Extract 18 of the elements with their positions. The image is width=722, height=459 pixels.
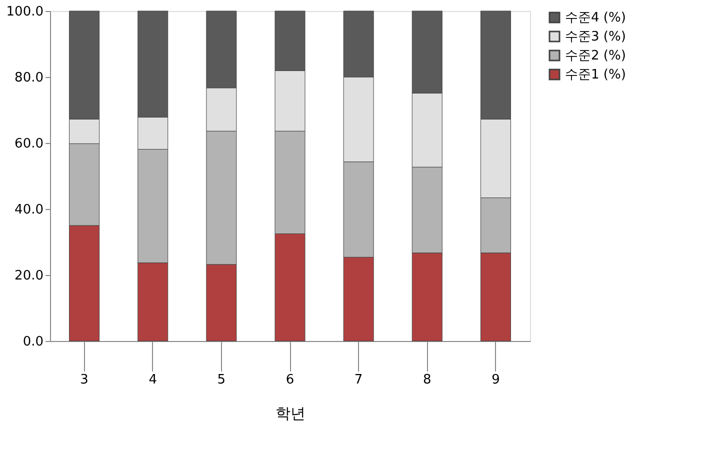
legend-label: 수준4 (%) bbox=[565, 10, 626, 26]
legend-label: 수준1 (%) bbox=[565, 68, 626, 82]
y-tick-label: 80.0 bbox=[14, 70, 44, 86]
x-axis-title: 학년 bbox=[276, 404, 306, 422]
y-tick-label: 0.0 bbox=[22, 334, 44, 350]
x-tick-label: 7 bbox=[354, 372, 363, 388]
legend-label: 수준2 (%) bbox=[565, 48, 626, 64]
y-tick-label: 60.0 bbox=[14, 136, 44, 152]
y-tick-label: 20.0 bbox=[14, 268, 44, 284]
x-tick-label: 9 bbox=[492, 372, 500, 388]
x-tick-label: 5 bbox=[217, 372, 226, 388]
y-tick-label: 100.0 bbox=[6, 4, 44, 20]
x-tick-label: 8 bbox=[423, 372, 432, 388]
x-tick-label: 3 bbox=[80, 372, 88, 388]
y-tick-label: 40.0 bbox=[14, 202, 44, 218]
legend-label: 수준3 (%) bbox=[565, 30, 626, 44]
x-tick-label: 6 bbox=[286, 372, 294, 388]
x-tick-label: 4 bbox=[148, 372, 157, 388]
